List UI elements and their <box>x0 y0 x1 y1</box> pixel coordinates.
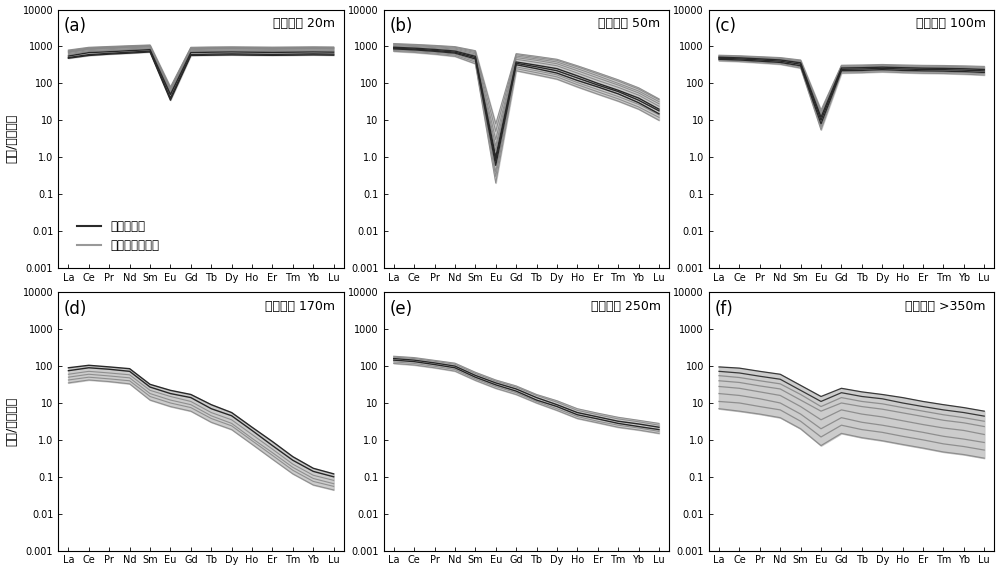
Text: (e): (e) <box>389 300 412 318</box>
Y-axis label: 样品/球粒陨石: 样品/球粒陨石 <box>6 397 19 446</box>
Y-axis label: 样品/球粒陨石: 样品/球粒陨石 <box>6 114 19 163</box>
Text: (c): (c) <box>715 17 737 35</box>
Text: 距离岩体 170m: 距离岩体 170m <box>265 300 335 313</box>
Text: (f): (f) <box>715 300 733 318</box>
Text: 距离岩体 50m: 距离岩体 50m <box>598 17 661 30</box>
Legend: 脉中白鹨矿, 接触带中白鹨矿: 脉中白鹨矿, 接触带中白鹨矿 <box>73 215 164 257</box>
Text: 距离岩体 >350m: 距离岩体 >350m <box>905 300 986 313</box>
Text: (b): (b) <box>389 17 413 35</box>
Text: (a): (a) <box>64 17 87 35</box>
Text: 距离岩体 100m: 距离岩体 100m <box>916 17 986 30</box>
Text: (d): (d) <box>64 300 87 318</box>
Text: 距离岩体 20m: 距离岩体 20m <box>273 17 335 30</box>
Text: 距离岩体 250m: 距离岩体 250m <box>591 300 661 313</box>
